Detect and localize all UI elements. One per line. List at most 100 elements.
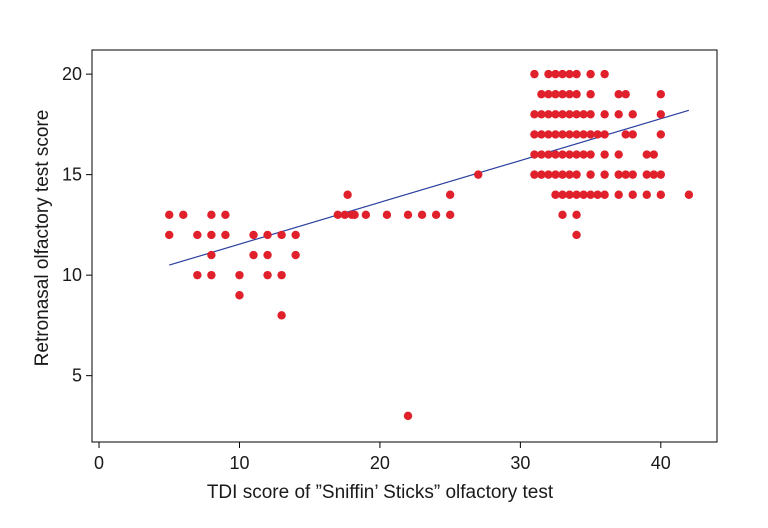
data-point	[193, 270, 202, 280]
data-point	[642, 170, 651, 179]
data-point	[586, 90, 595, 99]
data-point	[263, 250, 272, 260]
data-point	[544, 110, 553, 119]
data-point	[558, 150, 567, 159]
data-point	[537, 130, 546, 139]
data-point	[558, 170, 567, 179]
data-point	[207, 230, 216, 240]
data-point	[621, 130, 630, 139]
data-point	[600, 170, 609, 179]
data-point	[207, 270, 216, 280]
data-point	[572, 90, 581, 99]
data-point	[600, 150, 609, 159]
data-point	[600, 130, 609, 139]
data-point	[558, 190, 567, 199]
data-point	[558, 110, 567, 119]
y-tick-label: 20	[62, 64, 82, 84]
data-point	[656, 110, 666, 119]
data-point	[350, 210, 359, 220]
data-point	[445, 210, 455, 220]
data-point	[579, 110, 588, 119]
data-point	[361, 210, 371, 220]
plot-area-frame	[91, 49, 718, 443]
data-point	[586, 150, 595, 159]
data-point	[600, 69, 609, 79]
data-point	[551, 150, 560, 159]
data-point	[628, 110, 637, 119]
data-point	[572, 69, 581, 79]
data-point	[530, 110, 539, 119]
data-point	[165, 230, 174, 240]
data-point	[530, 69, 539, 79]
data-point	[586, 69, 595, 79]
x-tick-label: 0	[94, 453, 104, 473]
data-point	[656, 190, 666, 199]
data-point	[593, 190, 602, 199]
data-point	[614, 110, 623, 119]
data-point	[579, 150, 588, 159]
data-point	[572, 110, 581, 119]
data-point	[235, 291, 244, 300]
data-point	[586, 190, 595, 199]
data-point	[600, 190, 609, 199]
data-point	[558, 69, 567, 79]
data-point	[530, 150, 539, 159]
data-point	[530, 130, 539, 139]
y-tick-label: 10	[62, 265, 82, 285]
data-point	[572, 130, 581, 139]
x-tick-label: 30	[510, 453, 530, 473]
data-point	[572, 230, 581, 240]
data-point	[614, 170, 623, 179]
data-point	[600, 110, 609, 119]
data-point	[207, 210, 216, 220]
x-axis-title: TDI score of ”Sniffin’ Sticks” olfactory…	[207, 482, 554, 503]
data-point	[656, 130, 666, 139]
data-point	[586, 170, 595, 179]
data-point	[558, 130, 567, 139]
data-point	[291, 250, 300, 260]
data-point	[565, 130, 574, 139]
data-point	[537, 110, 546, 119]
data-point	[628, 170, 637, 179]
data-point	[403, 411, 413, 421]
data-point	[586, 130, 595, 139]
data-point	[403, 210, 413, 220]
data-point	[544, 69, 553, 79]
data-point	[642, 190, 651, 199]
data-point	[340, 210, 350, 220]
data-point	[263, 230, 272, 240]
data-point	[565, 90, 574, 99]
data-point	[593, 130, 602, 139]
data-point	[551, 190, 560, 199]
data-point	[544, 130, 553, 139]
data-point	[277, 311, 286, 320]
regression-line	[169, 109, 690, 266]
x-tick-label: 20	[370, 453, 390, 473]
data-point	[621, 170, 630, 179]
y-axis-title: Retronasal olfactory test score	[32, 110, 53, 367]
y-tick-label: 15	[62, 165, 82, 185]
data-point	[628, 190, 637, 199]
data-point	[579, 190, 588, 199]
data-point	[642, 150, 651, 159]
data-point	[684, 190, 694, 199]
data-point	[621, 90, 630, 99]
data-point	[277, 270, 286, 280]
y-tick-label: 5	[72, 366, 82, 386]
data-point	[572, 190, 581, 199]
data-point	[551, 90, 560, 99]
data-point	[343, 190, 352, 199]
data-point	[221, 230, 230, 240]
data-point	[565, 190, 574, 199]
data-point	[551, 110, 560, 119]
data-point	[179, 210, 188, 220]
data-point	[382, 210, 392, 220]
data-point	[572, 170, 581, 179]
data-point	[417, 210, 427, 220]
data-point	[579, 130, 588, 139]
x-tick-label: 40	[651, 453, 671, 473]
data-point	[558, 90, 567, 99]
data-point	[614, 150, 623, 159]
data-point	[614, 190, 623, 199]
